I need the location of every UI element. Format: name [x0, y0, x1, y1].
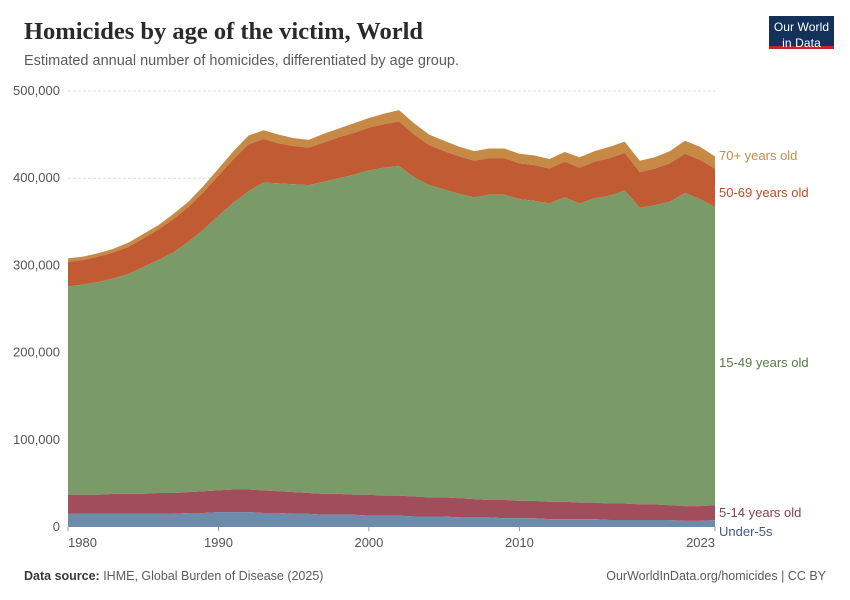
svg-text:2000: 2000: [354, 535, 383, 550]
svg-text:1990: 1990: [204, 535, 233, 550]
svg-text:2023: 2023: [686, 535, 715, 550]
svg-text:2010: 2010: [505, 535, 534, 550]
svg-text:0: 0: [53, 519, 60, 534]
svg-text:100,000: 100,000: [13, 432, 60, 447]
svg-text:300,000: 300,000: [13, 257, 60, 272]
svg-text:1980: 1980: [68, 535, 97, 550]
svg-text:200,000: 200,000: [13, 345, 60, 360]
svg-text:500,000: 500,000: [13, 83, 60, 98]
svg-text:400,000: 400,000: [13, 170, 60, 185]
